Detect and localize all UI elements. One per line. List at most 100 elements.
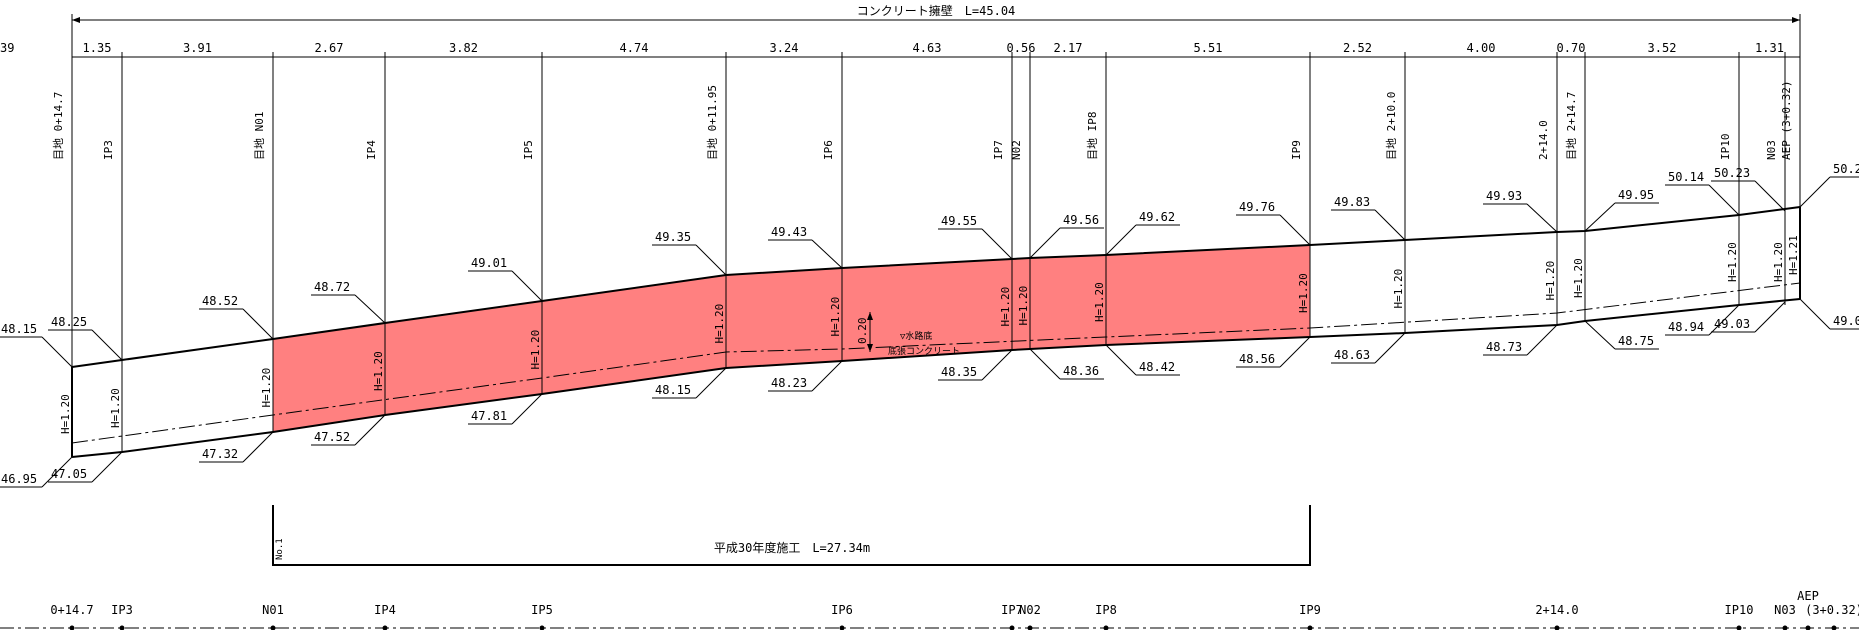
construction-range: 平成30年度施工 L=27.34m No.1 [272,505,1311,566]
elevation-label: 49.01 [471,256,507,270]
elevation-label: 49.06 [1833,314,1859,328]
station-label: IP7 [992,140,1005,160]
axis-point [270,625,276,630]
station-label: N03 [1765,140,1778,160]
water-line [71,282,1801,444]
elevation-label: 48.56 [1239,352,1275,366]
station-label: 目地 IP8 [1086,112,1099,161]
elevation-label: 49.95 [1618,188,1654,202]
wall-height-label: H=1.20 [260,368,273,408]
overall-dimension: コンクリート擁壁 L=45.04 [71,3,1801,56]
station-label: IP5 [522,140,535,160]
elevation-label: 49.62 [1139,210,1175,224]
base-note: 底張コンクリート [888,345,960,357]
wall-height-label: H=1.20 [1297,273,1310,313]
axis-point [1027,625,1033,630]
axis-label: IP7 [1001,603,1023,617]
elevation-label: 49.35 [655,230,691,244]
elevation-label: 49.03 [1714,317,1750,331]
axis-label: IP3 [111,603,133,617]
elevation-label: 46.95 [1,472,37,486]
wall-height-label: H=1.20 [529,330,542,370]
elevation-callouts: 48.15 46.95 48.25 47.05 48.52 47.32 48.72 47.52… [0,162,1859,488]
elevation-label: 50.14 [1668,170,1704,184]
wall-height-label: H=1.20 [1544,261,1557,301]
axis-point [382,625,388,630]
axis-point [69,625,75,630]
water-annotation: 0.20 ▽水路底 底張コンクリート [856,312,960,357]
station-label: IP3 [102,140,115,160]
span-label: 3.82 [449,41,478,55]
drawing-title: コンクリート擁壁 L=45.04 [857,3,1016,18]
construction-highlight [273,245,1310,432]
span-label: 1.31 [1755,41,1784,55]
wall-bottom-line [71,298,1801,458]
wall-height-labels: H=1.20 H=1.20 H=1.20 H=1.20 H=1.20 H=1.20 H=1.… [59,235,1800,434]
elevation-label: 48.52 [202,294,238,308]
span-label: 3.91 [183,41,212,55]
axis-label: AEP [1797,589,1819,603]
station-label: AEP (3+0.32) [1780,81,1793,160]
construction-tag: No.1 [275,538,285,560]
wall-height-label: H=1.20 [1093,282,1106,322]
station-label: 目地 2+14.7 [1565,92,1578,160]
elevation-label: 47.81 [471,409,507,423]
span-label: 1.35 [83,41,112,55]
elevation-label: 48.63 [1334,348,1370,362]
span-label: 2.17 [1054,41,1083,55]
span-label: 0.56 [1007,41,1036,55]
axis-label: N01 [262,603,284,617]
elevation-label: 50.27 [1833,162,1859,176]
station-label: 目地 0+11.95 [706,85,719,160]
elevation-label: 48.94 [1668,320,1704,334]
wall-height-label: H=1.21 [1787,235,1800,275]
wall-outline [71,206,1801,458]
axis-point [539,625,545,630]
elevation-label: 47.32 [202,447,238,461]
axis-point [1554,625,1560,630]
wall-height-label: H=1.20 [1392,269,1405,309]
station-label: IP9 [1290,140,1303,160]
axis-label: 2+14.0 [1535,603,1578,617]
axis-label: IP9 [1299,603,1321,617]
axis-point [1307,625,1313,630]
elevation-label: 48.42 [1139,360,1175,374]
elevation-label: 47.52 [314,430,350,444]
axis-point [839,625,845,630]
axis-point [1831,625,1837,630]
elevation-label: 48.23 [771,376,807,390]
wall-height-label: H=1.20 [1572,258,1585,298]
axis-point [1103,625,1109,630]
elevation-label: 48.25 [51,315,87,329]
axis-label: (3+0.32) [1805,603,1859,617]
depth-annotation: 0.20 [856,318,869,345]
wall-height-label: H=1.20 [59,394,72,434]
span-label: 5.51 [1194,41,1223,55]
span-label: 0.70 [1557,41,1586,55]
station-label: 目地 0+14.7 [52,92,65,160]
station-label: N02 [1010,140,1023,160]
span-labels: 1.35 3.91 2.67 3.82 4.74 3.24 4.63 0.56 2.17 5.51… [0,41,1784,55]
wall-top-line [71,206,1801,368]
elevation-label: 50.23 [1714,166,1750,180]
elevation-label: 48.15 [655,383,691,397]
elevation-label: 48.36 [1063,364,1099,378]
wall-height-label: H=1.20 [1017,286,1030,326]
elevation-label: 48.75 [1618,334,1654,348]
station-label: 目地 N01 [253,112,266,161]
elevation-label: 48.35 [941,365,977,379]
construction-label: 平成30年度施工 L=27.34m [714,540,870,555]
axis-label: 0+14.7 [50,603,93,617]
axis-label: IP8 [1095,603,1117,617]
station-label: IP4 [365,140,378,160]
elevation-label: 49.43 [771,225,807,239]
axis-point [1805,625,1811,630]
span-label: 3.52 [1648,41,1677,55]
station-labels: 目地 0+14.7 IP3 目地 N01 IP4 IP5 目地 0+11.95 IP6 IP7… [52,81,1793,160]
elevation-label: 48.73 [1486,340,1522,354]
axis-label: IP6 [831,603,853,617]
station-label: 目地 2+10.0 [1385,92,1398,160]
axis-point [1736,625,1742,630]
